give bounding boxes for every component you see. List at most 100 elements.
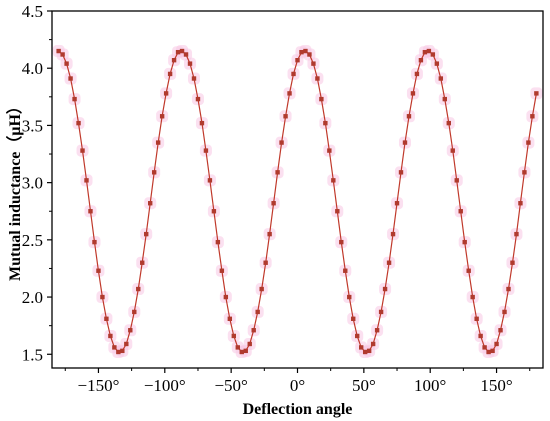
data-point	[462, 239, 467, 245]
data-point	[159, 114, 165, 119]
data-point	[358, 345, 364, 350]
data-point	[526, 140, 531, 145]
data-point	[530, 114, 535, 119]
x-tick-label: −100°	[144, 376, 186, 395]
data-point	[76, 120, 81, 126]
data-point	[72, 96, 77, 102]
data-point	[307, 52, 312, 57]
data-point	[279, 140, 284, 145]
data-point	[335, 209, 340, 214]
data-point	[514, 231, 519, 237]
data-point	[374, 328, 380, 333]
data-point	[191, 76, 197, 81]
data-point	[311, 61, 316, 66]
x-tick-label: −50°	[214, 376, 247, 395]
y-tick-label: 1.5	[22, 345, 43, 364]
data-point	[498, 328, 503, 333]
data-point	[235, 345, 240, 350]
y-tick-label: 3.0	[22, 174, 43, 193]
data-point	[434, 61, 440, 66]
data-point	[195, 96, 201, 102]
data-point	[446, 120, 451, 126]
data-point	[458, 209, 463, 214]
data-point	[112, 345, 117, 350]
data-point	[442, 96, 447, 102]
data-point	[136, 286, 141, 292]
data-point	[362, 349, 368, 355]
y-tick-label: 3.5	[22, 116, 43, 135]
data-point	[223, 294, 229, 300]
data-point	[426, 48, 432, 54]
x-axis-title: Deflection angle	[243, 401, 353, 418]
data-point	[315, 76, 320, 81]
data-point	[418, 58, 424, 63]
data-point	[478, 333, 483, 339]
data-point	[187, 61, 193, 66]
data-point	[108, 333, 113, 339]
data-point	[255, 309, 260, 315]
data-point	[394, 201, 400, 206]
data-point	[422, 49, 428, 55]
data-point	[510, 260, 515, 265]
x-tick-label: 100°	[414, 376, 446, 395]
data-point	[466, 268, 471, 273]
data-point	[251, 328, 256, 333]
data-point	[319, 96, 324, 102]
data-point	[104, 316, 109, 321]
data-point	[303, 48, 308, 54]
data-point	[355, 333, 360, 339]
data-point	[199, 120, 205, 126]
data-point	[247, 341, 252, 347]
data-point	[287, 91, 292, 96]
data-point	[390, 231, 396, 237]
data-point	[96, 268, 101, 273]
y-tick-label: 4.0	[22, 59, 43, 78]
x-tick-label: −150°	[78, 376, 120, 395]
data-point	[219, 268, 225, 273]
data-point	[474, 316, 479, 321]
y-tick-label: 2.0	[22, 288, 43, 307]
data-point	[267, 231, 272, 237]
y-tick-label: 2.5	[22, 231, 43, 250]
data-point	[295, 58, 300, 63]
data-point	[518, 201, 523, 206]
data-point	[382, 286, 388, 292]
data-point	[502, 309, 507, 315]
y-axis-ticks: 1.5 2.0 2.5 3.0 3.5 4.0 4.5	[22, 2, 52, 364]
data-point	[450, 148, 455, 153]
data-point	[207, 178, 213, 183]
data-point	[259, 286, 264, 292]
marker-layer	[56, 48, 539, 355]
data-point	[148, 201, 153, 206]
data-point	[128, 328, 133, 333]
data-point	[60, 52, 65, 57]
data-point	[398, 170, 404, 175]
data-point	[64, 61, 69, 66]
data-point	[56, 48, 61, 54]
data-point	[132, 309, 137, 315]
data-point	[470, 294, 475, 300]
data-point	[506, 286, 511, 292]
data-point	[347, 294, 352, 300]
data-point	[275, 170, 280, 175]
data-point	[163, 91, 169, 96]
data-point	[370, 341, 376, 347]
data-point	[522, 170, 527, 175]
data-point	[486, 349, 491, 355]
data-point	[227, 316, 233, 321]
data-point	[116, 349, 121, 355]
data-point	[215, 239, 221, 245]
data-point	[171, 58, 177, 63]
data-point	[203, 148, 209, 153]
data-point	[155, 140, 161, 145]
data-point	[454, 178, 459, 183]
y-tick-label: 4.5	[22, 2, 43, 21]
data-point	[406, 114, 412, 119]
data-point	[144, 231, 149, 237]
data-point	[167, 71, 173, 77]
data-point	[430, 52, 436, 57]
data-point	[339, 239, 344, 245]
x-axis-ticks: −150° −100° −50° 0° 50° 100° 150°	[64, 368, 531, 395]
data-point	[263, 260, 268, 265]
